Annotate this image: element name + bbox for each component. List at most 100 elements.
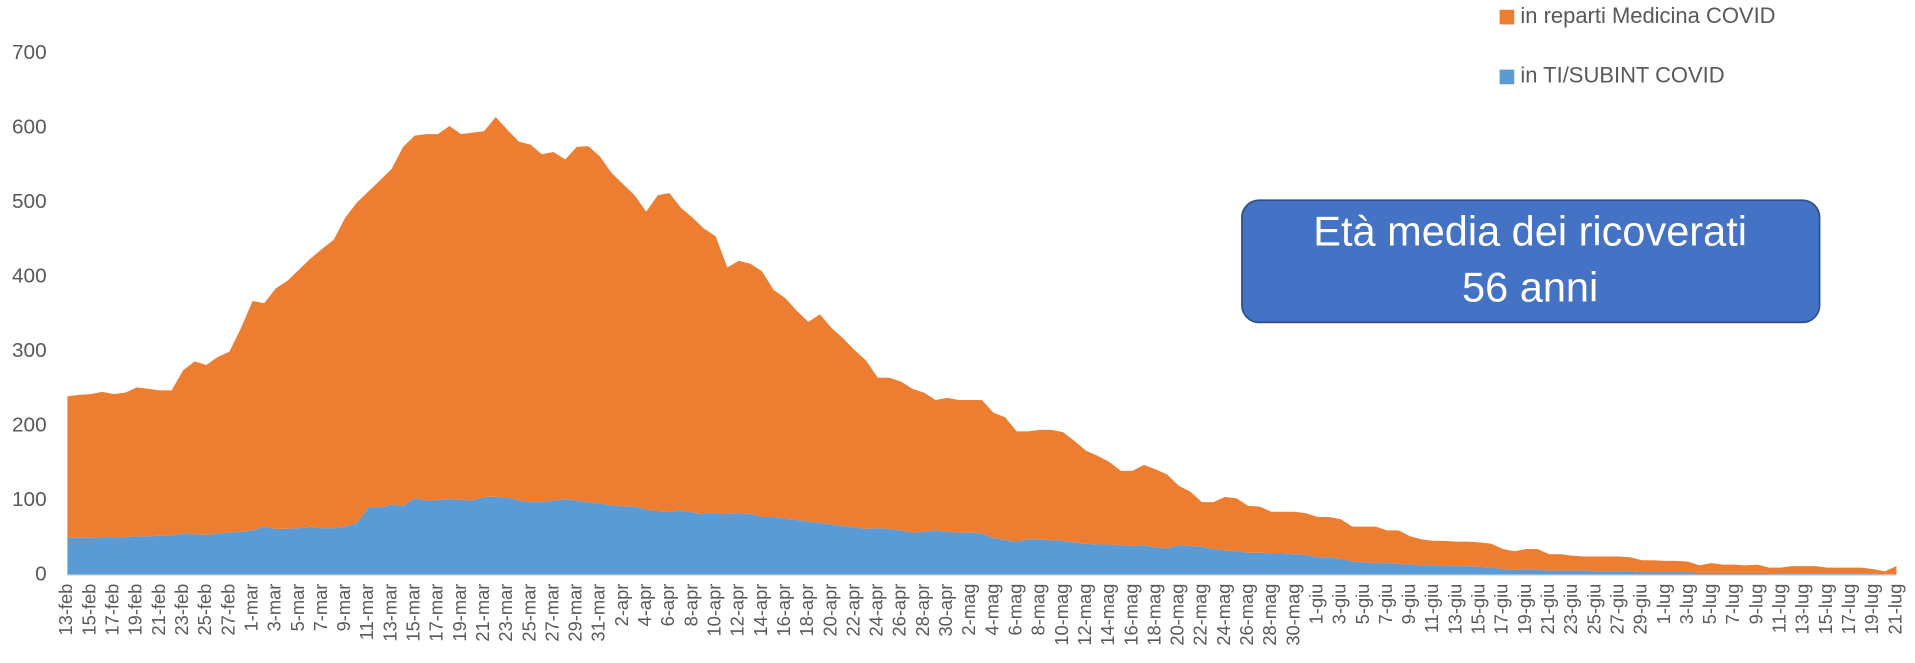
x-tick-label: 30-mag	[1282, 584, 1303, 646]
x-tick-label: 6-apr	[657, 584, 678, 627]
x-tick-label: 19-feb	[125, 584, 146, 636]
x-tick-label: 16-apr	[773, 584, 794, 637]
x-tick-label: 2-mag	[958, 584, 979, 636]
x-tick-label: 25-mar	[518, 584, 539, 642]
y-tick-label: 400	[12, 265, 47, 288]
annotation-text: 56 anni	[1462, 264, 1598, 311]
x-tick-label: 14-mag	[1097, 584, 1118, 646]
x-tick-label: 15-giu	[1468, 584, 1489, 635]
x-tick-label: 6-mag	[1004, 584, 1025, 636]
x-tick-label: 1-mar	[240, 584, 261, 632]
x-tick-label: 11-giu	[1421, 584, 1442, 634]
x-tick-label: 5-mar	[287, 584, 308, 632]
x-tick-label: 30-apr	[935, 584, 956, 637]
x-tick-label: 29-giu	[1630, 584, 1651, 635]
x-tick-label: 19-mar	[449, 584, 470, 642]
y-tick-label: 0	[35, 563, 47, 586]
x-tick-label: 25-giu	[1583, 584, 1604, 635]
x-tick-label: 7-mar	[310, 584, 331, 632]
x-tick-label: 27-mar	[541, 584, 562, 642]
annotation-box	[1241, 199, 1821, 324]
annotation-text: Età media dei ricoverati	[1313, 207, 1747, 254]
x-tick-label: 19-lug	[1861, 584, 1882, 635]
x-tick-label: 5-giu	[1352, 584, 1373, 625]
x-tick-label: 15-feb	[78, 584, 99, 636]
x-tick-label: 27-feb	[217, 584, 238, 636]
x-tick-label: 3-lug	[1676, 584, 1697, 625]
y-tick-label: 600	[12, 116, 47, 139]
x-tick-label: 15-lug	[1815, 584, 1836, 635]
x-tick-label: 21-feb	[148, 584, 169, 636]
x-tick-label: 22-apr	[842, 584, 863, 637]
x-tick-label: 28-mag	[1259, 584, 1280, 646]
x-tick-label: 18-apr	[796, 584, 817, 637]
x-tick-label: 26-apr	[889, 584, 910, 637]
x-tick-label: 27-giu	[1606, 584, 1627, 635]
y-tick-label: 500	[12, 190, 47, 213]
y-tick-label: 700	[12, 41, 47, 64]
x-tick-label: 19-giu	[1514, 584, 1535, 635]
x-tick-label: 24-mag	[1213, 584, 1234, 646]
x-tick-label: 4-mag	[981, 584, 1002, 636]
x-tick-label: 8-mag	[1028, 584, 1049, 636]
x-tick-label: 16-mag	[1120, 584, 1141, 646]
x-tick-label: 14-apr	[750, 584, 771, 637]
x-tick-label: 22-mag	[1190, 584, 1211, 646]
x-tick-label: 25-feb	[194, 584, 215, 636]
x-tick-label: 18-mag	[1143, 584, 1164, 646]
x-tick-label: 17-giu	[1491, 584, 1512, 635]
plot: 0 100 200 300 400 500 600 700 13-feb 15-feb 17-feb…	[12, 41, 1905, 645]
x-tick-label: 9-giu	[1398, 584, 1419, 625]
area	[67, 117, 1897, 575]
x-tick-label: 23-giu	[1560, 584, 1581, 635]
x-tick-label: 29-mar	[565, 584, 586, 642]
x-tick-label: 10-mag	[1051, 584, 1072, 646]
x-tick-label: 9-mar	[333, 584, 354, 632]
x-tick-label: 11-mar	[356, 584, 377, 641]
y-tick-label: 100	[12, 488, 47, 511]
x-tick-label: 12-apr	[727, 584, 748, 637]
x-tick-label: 12-mag	[1074, 584, 1095, 646]
x-tick-label: 28-apr	[912, 584, 933, 637]
x-tick-label: 11-lug	[1769, 584, 1790, 634]
x-tick-label: 23-feb	[171, 584, 192, 636]
y-tick-label: 300	[12, 339, 47, 362]
x-tick-label: 5-lug	[1699, 584, 1720, 625]
x-tick-label: 24-apr	[866, 584, 887, 637]
y-tick-label: 200	[12, 414, 47, 437]
x-tick-label: 21-lug	[1884, 584, 1905, 635]
x-tick-label: 7-lug	[1722, 584, 1743, 625]
x-tick-label: 3-giu	[1329, 584, 1350, 625]
legend-swatch	[1499, 69, 1515, 85]
x-tick-label: 13-feb	[55, 584, 76, 636]
x-tick-label: 13-lug	[1792, 584, 1813, 635]
x-tick-label: 15-mar	[403, 584, 424, 642]
x-tick-label: 7-giu	[1375, 584, 1396, 625]
x-tick-label: 20-mag	[1167, 584, 1188, 646]
x-tick-label: 9-lug	[1745, 584, 1766, 625]
area	[67, 496, 1897, 576]
x-tick-label: 20-apr	[819, 584, 840, 637]
x-tick-label: 3-mar	[264, 584, 285, 632]
legend-label: in reparti Medicina COVID	[1520, 3, 1775, 28]
x-tick-label: 21-giu	[1537, 584, 1558, 635]
x-tick-label: 1-giu	[1305, 584, 1326, 625]
x-tick-label: 17-mar	[426, 584, 447, 642]
x-tick-label: 17-feb	[102, 584, 123, 636]
x-tick-label: 31-mar	[588, 584, 609, 642]
x-tick-label: 21-mar	[472, 584, 493, 642]
legend-label: in TI/SUBINT COVID	[1520, 63, 1724, 88]
x-tick-label: 17-lug	[1838, 584, 1859, 635]
x-tick-label: 26-mag	[1236, 584, 1257, 646]
x-tick-label: 13-giu	[1444, 584, 1465, 635]
legend-swatch	[1499, 9, 1515, 25]
legend: in reparti Medicina COVID in TI/SUBINT CO…	[1499, 3, 1776, 88]
x-tick-label: 10-apr	[704, 584, 725, 637]
x-tick-label: 8-apr	[680, 584, 701, 627]
x-tick-label: 1-lug	[1653, 584, 1674, 625]
x-tick-label: 13-mar	[379, 584, 400, 642]
x-tick-label: 2-apr	[611, 584, 632, 627]
x-tick-label: 23-mar	[495, 584, 516, 642]
x-tick-label: 4-apr	[634, 584, 655, 627]
